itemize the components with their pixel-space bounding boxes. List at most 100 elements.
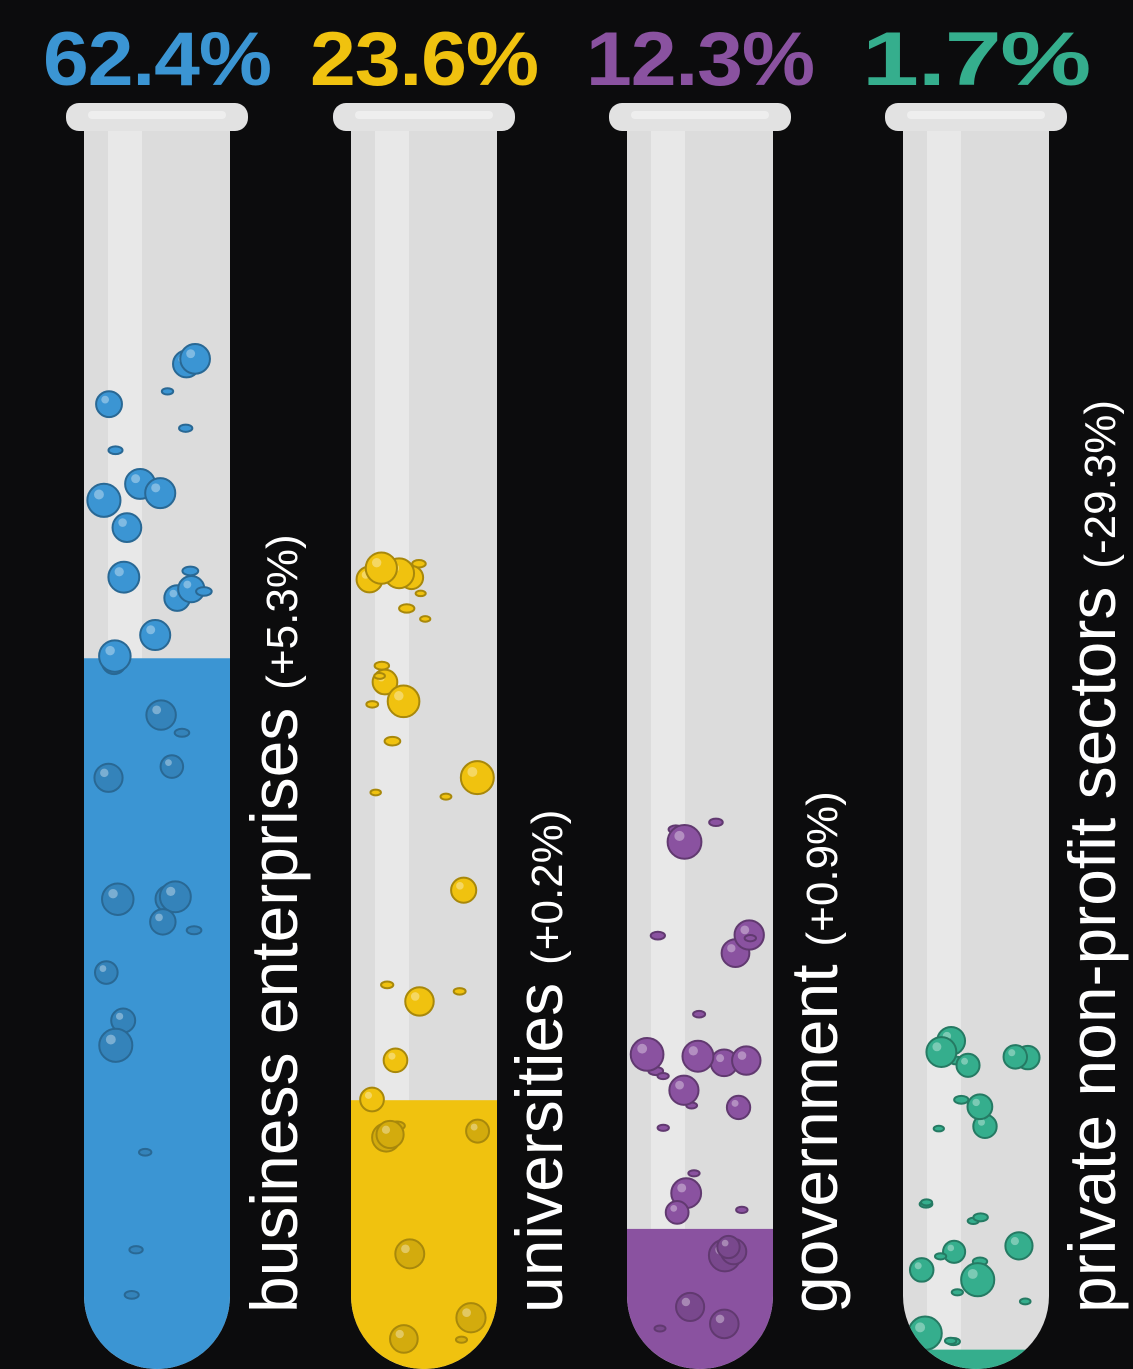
bubble [450, 876, 478, 904]
bubble [369, 788, 382, 797]
tube-glass [903, 120, 1049, 1369]
bubble-shine [146, 625, 156, 635]
bubble-shine [364, 1091, 373, 1099]
bubble [160, 387, 175, 396]
bubbles [355, 551, 495, 1354]
bubble-shine [470, 1123, 478, 1131]
bubble [454, 1335, 469, 1344]
bubble-shine [105, 645, 115, 656]
category-name: universities [502, 983, 576, 1313]
bubble [128, 1245, 144, 1255]
bubble [907, 1315, 943, 1351]
bubble-shine [183, 580, 192, 589]
bubble [181, 565, 200, 577]
tube-glass [627, 120, 773, 1369]
bubble-shine [715, 1314, 725, 1324]
bubble [419, 615, 432, 623]
bubble [144, 477, 177, 510]
tube-rim-shine [88, 111, 226, 119]
tube-highlight [651, 120, 685, 1369]
bubble [178, 423, 194, 433]
bubble-shine [371, 557, 382, 568]
bubble [731, 1045, 762, 1076]
liquid-bar [903, 1349, 1049, 1369]
bubble [195, 586, 213, 597]
bubble [955, 1052, 981, 1078]
bubble [649, 930, 666, 941]
bubble-shine [395, 1329, 404, 1339]
bubble [394, 1238, 426, 1270]
bubble [86, 482, 122, 518]
bubble-shine [115, 1012, 124, 1020]
bubble [145, 699, 177, 731]
bubble [716, 1234, 741, 1260]
bubble [629, 1037, 665, 1072]
bubble-shine [169, 589, 178, 598]
bubble-shine [93, 489, 104, 500]
tube-2: 23.6% universities (+0.2%) [310, 17, 576, 1369]
value-label: 12.3% [586, 17, 814, 102]
bubble [1002, 1044, 1029, 1070]
bubble [653, 1324, 667, 1333]
bubble [93, 960, 119, 985]
bubble [708, 817, 724, 828]
bubble [743, 934, 758, 943]
bubble [972, 1212, 989, 1223]
bubble [98, 1027, 134, 1063]
bubble [919, 1198, 934, 1207]
bubbles [86, 343, 213, 1300]
bubble-shine [456, 882, 464, 890]
bubble [158, 880, 192, 914]
bubble [966, 1093, 994, 1121]
bubble [101, 882, 135, 916]
tube-rim-shine [631, 111, 769, 119]
bubble [725, 1094, 752, 1121]
bubble [666, 823, 703, 860]
bubble-shine [740, 925, 750, 935]
bubble-shine [637, 1043, 648, 1054]
bubble [960, 1262, 996, 1298]
bubble-shine [727, 944, 736, 953]
bubble [942, 1239, 967, 1264]
bubble [95, 390, 123, 419]
change-label: (+0.9%) [798, 791, 847, 946]
bubble-shine [947, 1244, 955, 1252]
bubble-shine [462, 1308, 471, 1318]
bubble [159, 754, 185, 779]
value-label: 62.4% [43, 17, 271, 102]
bubble-shine [1008, 1049, 1016, 1057]
bubble-shine [967, 1268, 978, 1279]
bubble [908, 1257, 935, 1283]
bubble-shine [99, 965, 107, 972]
bubble-shine [670, 1204, 678, 1212]
bubble-shine [100, 768, 109, 778]
bubble-shine [915, 1322, 926, 1333]
change-label: (-29.3%) [1076, 400, 1125, 569]
bubble-shine [677, 1183, 687, 1193]
bubble-shine [381, 1125, 391, 1134]
bubble [383, 735, 402, 747]
category-label: business enterprises (+5.3%) [237, 534, 311, 1313]
bubble-shine [410, 992, 420, 1001]
bubble-shine [394, 691, 404, 701]
bubble [687, 1169, 701, 1178]
bubble [656, 1123, 670, 1132]
tube-rim-shine [907, 111, 1045, 119]
bubble [149, 908, 177, 936]
bubble-shine [165, 759, 172, 766]
value-label: 1.7% [862, 17, 1090, 102]
bubble [439, 792, 453, 801]
bubble [668, 1074, 700, 1106]
bubble-shine [961, 1057, 969, 1065]
bubble-shine [151, 483, 161, 493]
bubble [735, 1205, 749, 1215]
bubble [455, 1302, 487, 1334]
bubble-shine [972, 1098, 980, 1107]
bubble-shine [114, 567, 124, 577]
bubble-shine [467, 766, 478, 777]
bubble-shine [131, 474, 141, 484]
bubble-shine [101, 395, 110, 404]
change-label: (+0.2%) [523, 810, 572, 965]
bubble-shine [388, 1052, 396, 1060]
